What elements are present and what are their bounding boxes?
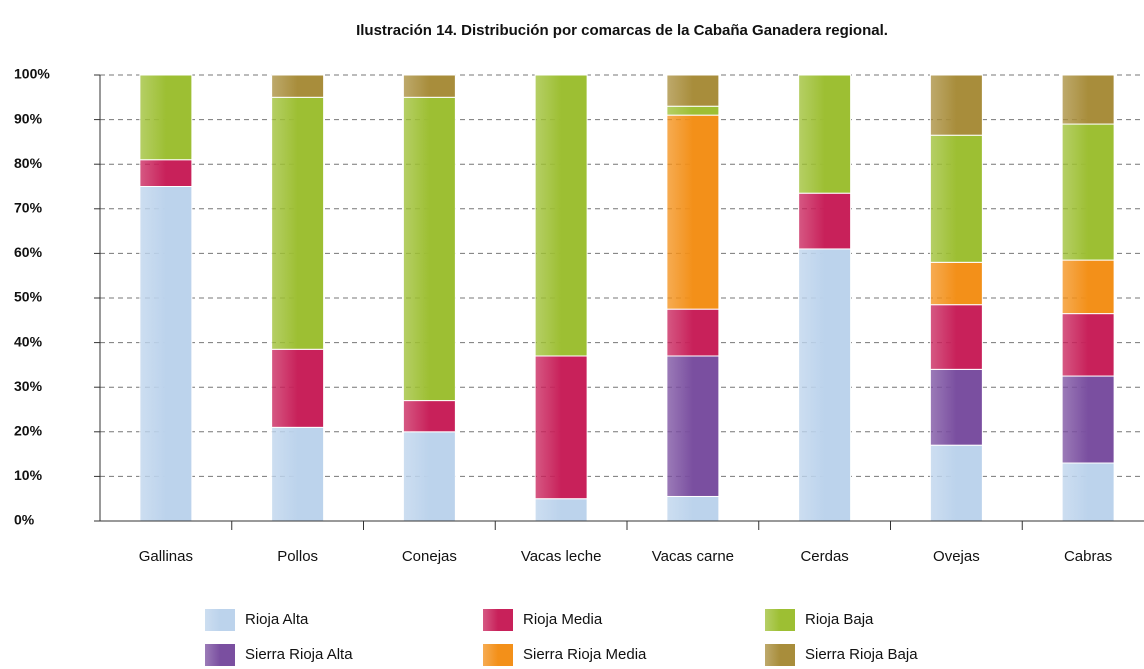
bar-segment [1061,462,1115,522]
bar-segment [1061,259,1115,315]
bar-segment [929,304,983,370]
y-tick-label: 40% [14,333,43,349]
y-tick-label: 90% [14,110,43,126]
legend-swatch [765,609,795,631]
bar-segment [139,159,193,188]
y-tick-label: 30% [14,378,43,394]
legend-label: Sierra Rioja Baja [805,646,918,663]
bar-segment [798,192,852,250]
bar-segment [1061,375,1115,464]
legend-label: Rioja Alta [245,611,309,628]
legend-swatch [483,609,513,631]
y-tick-label: 20% [14,423,43,439]
x-tick-label: Gallinas [139,548,193,565]
bar-segment [929,261,983,306]
bar-segment [534,498,588,522]
bar-segment [798,248,852,522]
bar-segment [1061,313,1115,377]
bar-segment [666,74,720,107]
legend-label: Rioja Baja [805,611,874,628]
bar-segment [271,348,325,428]
bar-segment [534,74,588,357]
bar-segment [929,444,983,522]
bar-segment [666,105,720,116]
bar-segment [271,74,325,98]
chart-title: Ilustración 14. Distribución por comarca… [356,22,888,39]
bar-segment [929,368,983,446]
legend-swatch [765,644,795,666]
bar-segment [666,355,720,497]
y-tick-label: 10% [14,467,43,483]
y-tick-label: 80% [14,155,43,171]
bar-segment [402,400,456,433]
y-tick-label: 70% [14,200,43,216]
bar-segment [139,186,193,522]
bar-segment [139,74,193,161]
bar-segment [798,74,852,194]
y-tick-label: 50% [14,289,43,305]
y-tick-label: 60% [14,244,43,260]
bar-segment [402,74,456,98]
bar-segment [929,74,983,136]
legend-label: Sierra Rioja Media [523,646,647,663]
y-tick-label: 100% [14,66,50,82]
bar-segment [534,355,588,500]
bar-segment [666,114,720,310]
x-tick-label: Conejas [402,548,457,565]
y-tick-label: 0% [14,512,35,528]
x-tick-label: Vacas carne [652,548,734,565]
x-tick-label: Pollos [277,548,318,565]
bar-segment [271,426,325,522]
x-tick-label: Ovejas [933,548,980,565]
legend-swatch [205,609,235,631]
legend-swatch [483,644,513,666]
x-tick-label: Cerdas [800,548,848,565]
legend-swatch [205,644,235,666]
bar-segment [666,308,720,357]
x-tick-label: Cabras [1064,548,1112,565]
bar-segment [1061,74,1115,125]
bar-segment [402,431,456,522]
legend-label: Rioja Media [523,611,603,628]
bar-segment [402,96,456,402]
legend-label: Sierra Rioja Alta [245,646,353,663]
bar-segment [929,134,983,263]
x-tick-label: Vacas leche [521,548,602,565]
bar-segment [271,96,325,350]
bar-segment [1061,123,1115,261]
bar-segment [666,495,720,522]
